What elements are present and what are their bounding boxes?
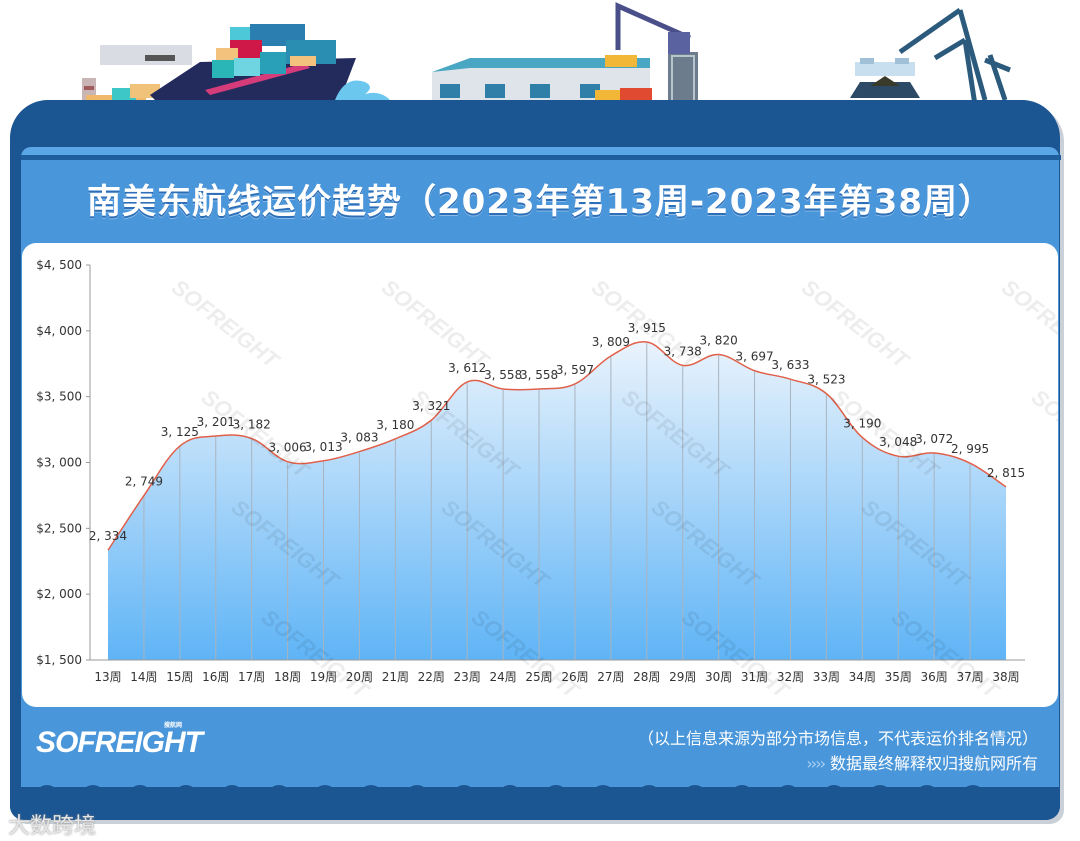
data-label: 3, 013: [304, 440, 342, 454]
cargo-ship-icon: [82, 24, 390, 107]
y-tick-label: $4, 000: [36, 324, 82, 338]
y-tick-label: $2, 500: [36, 521, 82, 535]
data-label: 2, 995: [951, 442, 989, 456]
x-tick-label: 26周: [561, 670, 588, 684]
chevrons-icon: ››››: [806, 754, 826, 773]
x-tick-label: 32周: [777, 670, 804, 684]
watermark: SOFREIGHT: [797, 274, 915, 374]
data-label: 3, 523: [807, 373, 845, 387]
x-tick-label: 20周: [346, 670, 373, 684]
x-tick-label: 21周: [382, 670, 409, 684]
credit-text: 数据最终解释权归搜航网所有: [829, 754, 1038, 773]
logo-tagline: 搜航网: [164, 723, 183, 729]
data-label: 2, 334: [89, 529, 127, 543]
data-label: 3, 182: [233, 418, 271, 432]
y-tick-label: $3, 000: [36, 456, 82, 470]
watermark: SOFREIGHT: [377, 274, 495, 374]
data-label: 2, 749: [125, 475, 163, 489]
x-tick-label: 38周: [992, 670, 1019, 684]
x-tick-label: 31周: [741, 670, 768, 684]
x-tick-label: 14周: [130, 670, 157, 684]
cruise-ship-icon: [850, 58, 920, 98]
x-tick-label: 27周: [597, 670, 624, 684]
data-label: 3, 809: [592, 335, 630, 349]
x-tick-label: 18周: [274, 670, 301, 684]
logo-text: SOFREIGHT: [36, 726, 203, 759]
x-tick-label: 36周: [921, 670, 948, 684]
watermark: SOFREIGHT: [167, 274, 285, 374]
x-tick-label: 13周: [94, 670, 121, 684]
data-label: 3, 612: [448, 361, 486, 375]
data-label: 3, 083: [340, 431, 378, 445]
sofreight-logo: SOFREIGHT 搜航网: [36, 723, 203, 760]
x-tick-label: 34周: [849, 670, 876, 684]
data-label: 3, 597: [556, 363, 594, 377]
data-label: 3, 190: [843, 416, 881, 430]
data-label: 3, 915: [628, 321, 666, 335]
data-label: 3, 321: [412, 399, 450, 413]
x-tick-label: 24周: [489, 670, 516, 684]
inner-panel-band: [21, 155, 1061, 160]
price-line: [107, 341, 1007, 551]
data-source-note: （以上信息来源为部分市场信息，不代表运价排名情况）: [637, 729, 1038, 748]
source-watermark: 大数跨境: [8, 814, 97, 839]
x-tick-label: 33周: [813, 670, 840, 684]
x-tick-label: 29周: [669, 670, 696, 684]
data-label: 3, 558: [520, 368, 558, 382]
data-label: 3, 048: [879, 435, 917, 449]
chart-card: $1, 500 $2, 000 $2, 500 $3, 000 $3, 500 $4, 0…: [22, 243, 1058, 707]
x-tick-label: 22周: [418, 670, 445, 684]
warehouse-icon: [432, 55, 652, 100]
y-tick-label: $4, 500: [36, 258, 82, 272]
gantry-crane-icon: [898, 7, 1011, 106]
inner-panel-highlight: [21, 147, 1059, 157]
port-illustration: [82, 2, 1011, 108]
x-tick-label: 37周: [956, 670, 983, 684]
y-tick-label: $3, 500: [36, 390, 82, 404]
data-label: 3, 125: [161, 425, 199, 439]
data-label: 3, 697: [735, 350, 773, 364]
data-label: 3, 180: [376, 418, 414, 432]
frame-bottom: [10, 800, 1060, 820]
y-tick-label: $2, 000: [36, 587, 82, 601]
chart-title: 南美东航线运价趋势（2023年第13周-2023年第38周）: [87, 182, 993, 222]
copyright-credit: ›››› 数据最终解释权归搜航网所有: [806, 750, 1038, 774]
x-tick-label: 28周: [633, 670, 660, 684]
data-label: 3, 201: [197, 415, 235, 429]
area-chart: $1, 500 $2, 000 $2, 500 $3, 000 $3, 500 $4, 0…: [36, 258, 1058, 704]
crane-icon: [615, 2, 698, 108]
x-tick-label: 15周: [166, 670, 193, 684]
data-label: 3, 072: [915, 432, 953, 446]
x-tick-label: 17周: [238, 670, 265, 684]
data-label: 3, 820: [700, 334, 738, 348]
data-label: 3, 558: [484, 368, 522, 382]
watermark: SOFREIGHT: [997, 274, 1058, 374]
data-label: 3, 006: [269, 441, 307, 455]
x-tick-label: 30周: [705, 670, 732, 684]
data-label: 2, 815: [987, 466, 1025, 480]
x-tick-label: 25周: [525, 670, 552, 684]
x-tick-label: 35周: [885, 670, 912, 684]
x-tick-label: 16周: [202, 670, 229, 684]
y-tick-label: $1, 500: [36, 653, 82, 667]
data-label: 3, 633: [771, 358, 809, 372]
area-fill: [108, 341, 1006, 660]
x-tick-label: 19周: [310, 670, 337, 684]
watermark: SOFREIGHT: [1027, 384, 1058, 484]
x-tick-label: 23周: [454, 670, 481, 684]
data-label: 3, 738: [664, 344, 702, 358]
